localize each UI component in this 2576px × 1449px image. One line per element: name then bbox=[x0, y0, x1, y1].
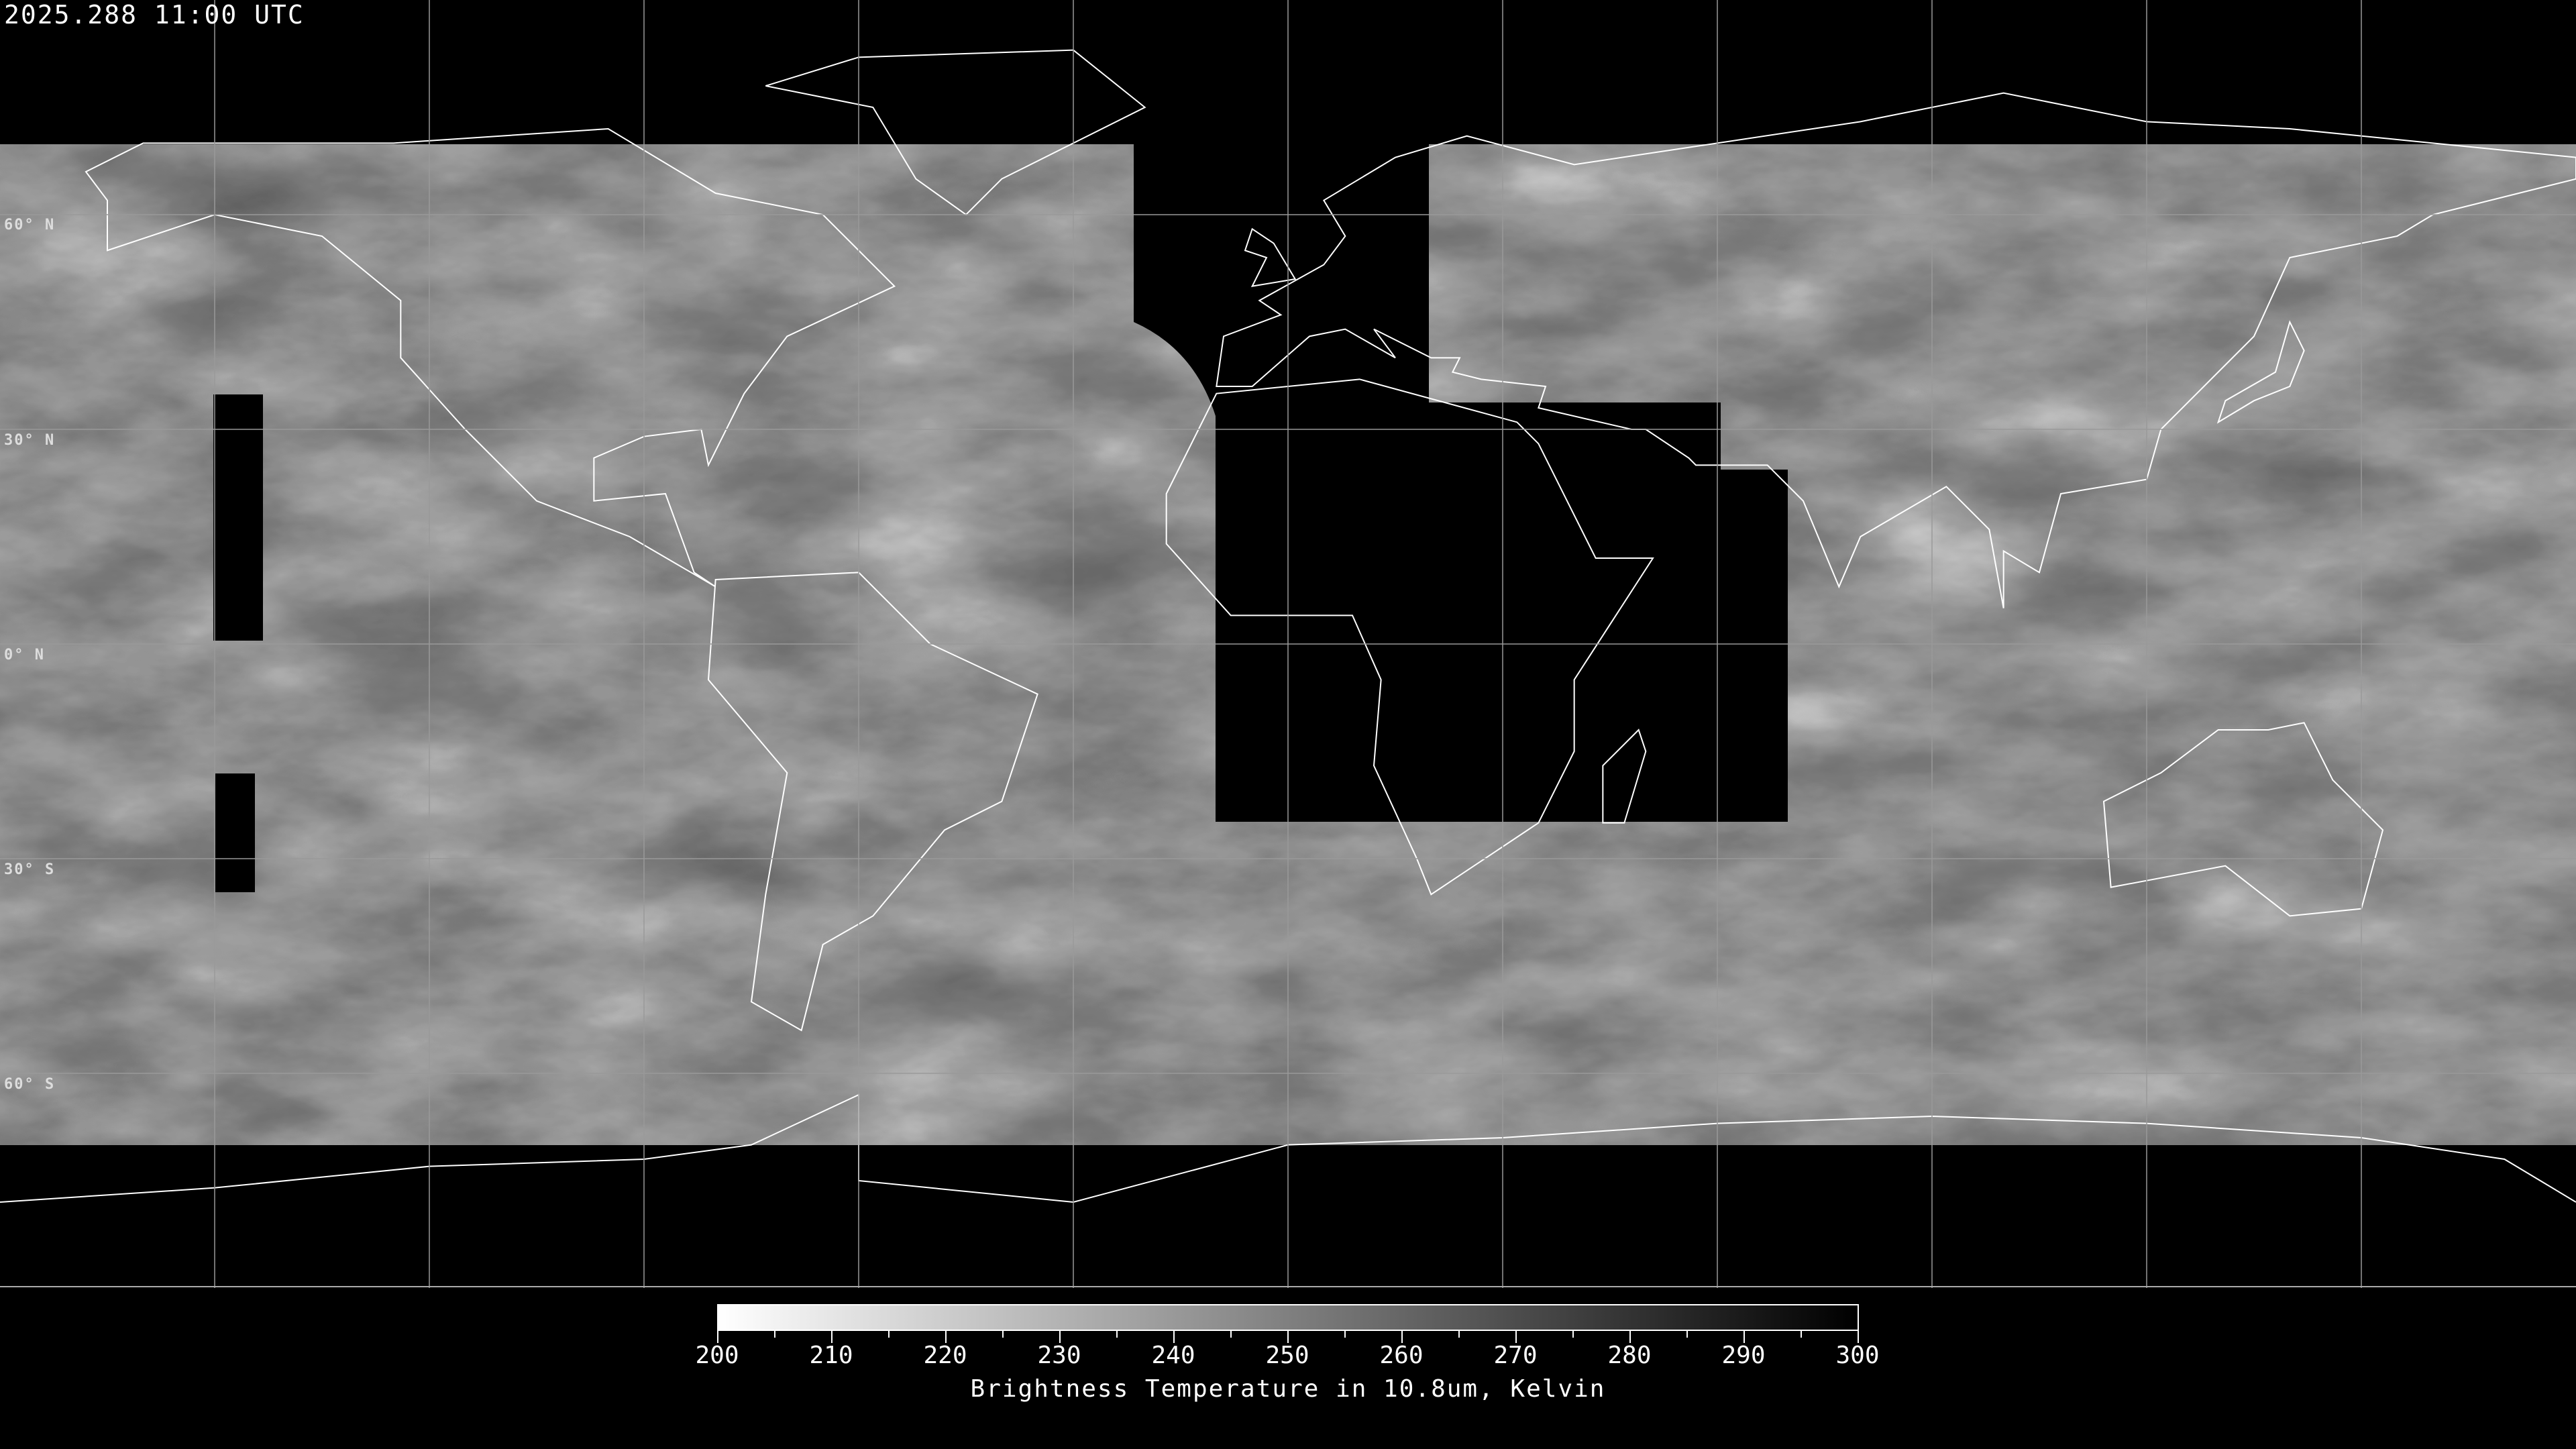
colorbar-tick bbox=[1858, 1331, 1859, 1343]
coastline-greenland bbox=[765, 49, 1146, 216]
colorbar-tick bbox=[717, 1331, 718, 1343]
colorbar-tick bbox=[774, 1331, 775, 1338]
colorbar-tick-label: 270 bbox=[1493, 1342, 1538, 1369]
colorbar-tick bbox=[1287, 1331, 1289, 1343]
coastline-australia bbox=[2102, 722, 2384, 917]
colorbar-tick-label: 220 bbox=[923, 1342, 967, 1369]
colorbar-tick bbox=[1458, 1331, 1460, 1338]
coastline-madagascar bbox=[1602, 729, 1647, 824]
colorbar-tick-label: 260 bbox=[1379, 1342, 1424, 1369]
colorbar-tick bbox=[1629, 1331, 1631, 1343]
coastline-antarctica bbox=[0, 1093, 2576, 1203]
colorbar-tick bbox=[1572, 1331, 1574, 1338]
colorbar-tick bbox=[888, 1331, 890, 1338]
colorbar bbox=[717, 1304, 1859, 1331]
colorbar-tick bbox=[1515, 1331, 1517, 1343]
colorbar-tick-label: 280 bbox=[1607, 1342, 1652, 1369]
colorbar-tick bbox=[831, 1331, 833, 1343]
colorbar-tick-label: 290 bbox=[1721, 1342, 1766, 1369]
colorbar-tick-label: 230 bbox=[1037, 1342, 1081, 1369]
colorbar-tick bbox=[1344, 1331, 1346, 1338]
colorbar-tick bbox=[1743, 1331, 1745, 1343]
lat-label-0: 0° N bbox=[4, 647, 45, 663]
timestamp: 2025.288 11:00 UTC bbox=[4, 0, 305, 30]
colorbar-tick-label: 200 bbox=[695, 1342, 739, 1369]
colorbar-tick bbox=[1801, 1331, 1802, 1338]
colorbar-tick bbox=[1686, 1331, 1688, 1338]
coastline-south-america bbox=[707, 572, 1038, 1032]
coastline-uk bbox=[1244, 227, 1297, 287]
colorbar-tick bbox=[1116, 1331, 1118, 1338]
colorbar-tick bbox=[1173, 1331, 1175, 1343]
colorbar-tick bbox=[1002, 1331, 1004, 1338]
lat-label-60s: 60° S bbox=[4, 1076, 56, 1093]
colorbar-tick bbox=[945, 1331, 947, 1343]
colorbar-tick bbox=[1401, 1331, 1403, 1343]
colorbar-tick-label: 300 bbox=[1835, 1342, 1880, 1369]
colorbar-title: Brightness Temperature in 10.8um, Kelvin bbox=[970, 1375, 1606, 1403]
satellite-map bbox=[0, 0, 2576, 1288]
graticule bbox=[0, 0, 2576, 1288]
coastline-north-america bbox=[85, 127, 896, 588]
colorbar-tick bbox=[1059, 1331, 1061, 1343]
coastline-africa bbox=[1165, 378, 1654, 896]
colorbar-tick-label: 240 bbox=[1151, 1342, 1195, 1369]
lat-label-60n: 60° N bbox=[4, 217, 56, 233]
coastline-japan bbox=[2216, 320, 2305, 424]
lat-label-30n: 30° N bbox=[4, 432, 56, 449]
colorbar-tick bbox=[1230, 1331, 1232, 1338]
lat-label-30s: 30° S bbox=[4, 861, 56, 878]
colorbar-tick-label: 210 bbox=[809, 1342, 853, 1369]
colorbar-tick-label: 250 bbox=[1265, 1342, 1309, 1369]
